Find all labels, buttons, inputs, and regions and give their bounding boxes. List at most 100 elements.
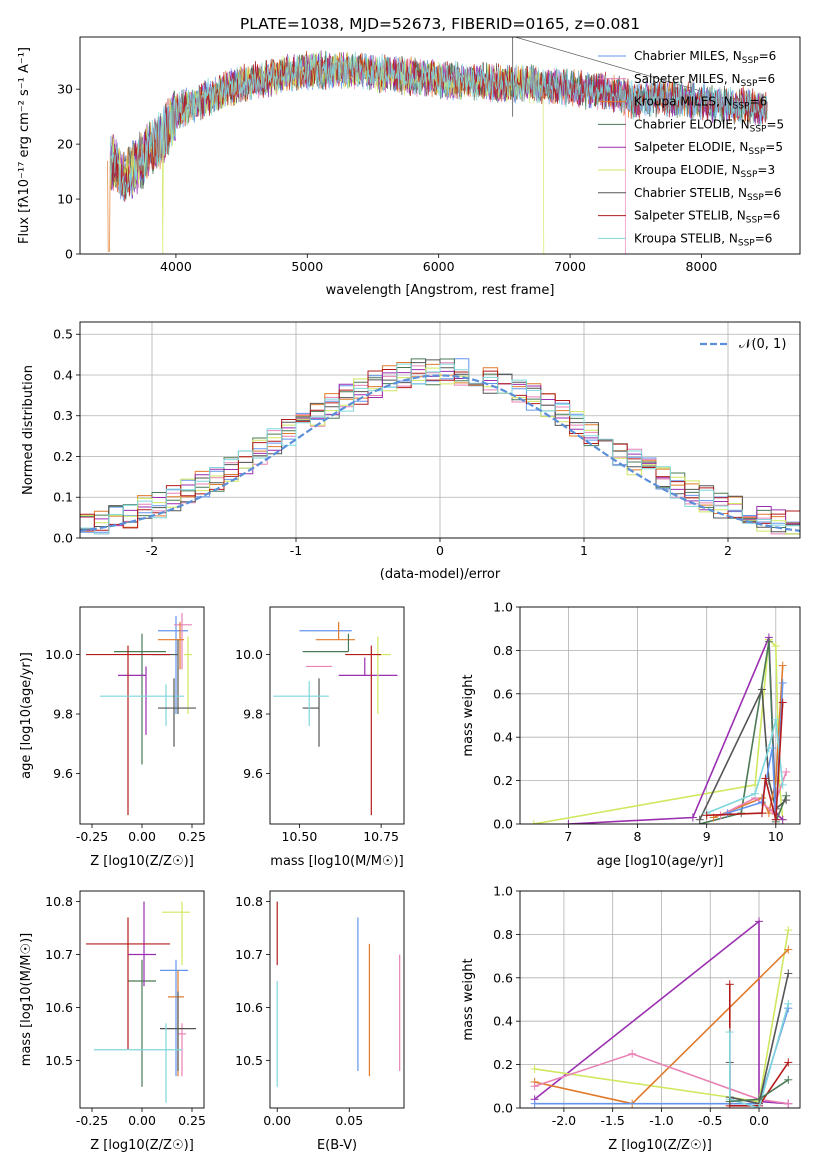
mass-vs-z-plot-xtick-label: -0.25 xyxy=(76,1113,108,1128)
spectrum-plot-ytick-label: 0 xyxy=(65,247,73,262)
age-vs-z-plot-point-7 xyxy=(86,645,170,816)
mass-vs-z-plot-point-8 xyxy=(94,1023,182,1103)
residual-plot-xtick-label: 1 xyxy=(580,543,588,558)
mass-vs-z-plot-xtick-label: 0.25 xyxy=(178,1113,206,1128)
age-vs-mass-plot-ytick-label: 10.0 xyxy=(235,647,263,662)
mass-vs-ebv-plot-ytick-label: 10.5 xyxy=(235,1053,263,1068)
weight-vs-age-plot-xlabel: age [log10(age/yr)] xyxy=(597,854,724,869)
spectrum-plot-ylabel: Flux [fλ10⁻¹⁷ erg cm⁻² s⁻¹ A⁻¹] xyxy=(17,47,32,244)
age-vs-mass-plot-point-8 xyxy=(273,681,329,726)
legend-label-6: Chabrier STELIB, NSSP=6 xyxy=(634,186,782,203)
age-vs-z-plot-point-8 xyxy=(100,684,184,726)
residual-plot-ytick-label: 0.1 xyxy=(53,490,73,505)
weight-vs-z-plot-lines xyxy=(530,917,793,1108)
residual-plot-hist xyxy=(80,358,800,538)
age-vs-mass-plot-point-7 xyxy=(345,645,382,816)
residual-plot-xtick-label: 2 xyxy=(724,543,732,558)
weight-vs-z-plot-xtick-label: -1.5 xyxy=(600,1113,624,1128)
weight-vs-z-plot-xlabel: Z [log10(Z/Z☉)] xyxy=(608,1138,712,1153)
mass-vs-z-plot-ytick-label: 10.6 xyxy=(45,1000,73,1015)
weight-vs-z-plot-xtick-label: -1.0 xyxy=(649,1113,673,1128)
age-vs-mass-plot-xtick-label: 10.50 xyxy=(282,829,318,844)
mass-vs-ebv-plot-frame xyxy=(269,890,405,1109)
age-vs-z-plot-point-3 xyxy=(114,633,166,765)
mass-vs-z-plot-ytick-label: 10.8 xyxy=(45,894,73,909)
spectrum-plot-ytick-label: 30 xyxy=(57,82,73,97)
mass-vs-z-plot-point-0 xyxy=(160,959,188,1077)
age-vs-mass-plot-xtick-label: 10.75 xyxy=(363,829,399,844)
age-vs-mass-plot-point-3 xyxy=(302,633,350,653)
spectrum-plot-xlabel: wavelength [Angstrom, rest frame] xyxy=(326,283,555,298)
age-vs-mass-plot-point-4 xyxy=(338,657,398,676)
weight-vs-age-plot-ytick-label: 0.4 xyxy=(493,730,513,745)
residual-legend-label: 𝒩(0, 1) xyxy=(739,337,786,352)
residual-plot-ylabel: Normed distribution xyxy=(21,365,36,495)
residual-plot-frame xyxy=(79,321,801,539)
legend-label-8: Kroupa STELIB, NSSP=6 xyxy=(634,231,772,248)
weight-vs-age-plot-ytick-label: 0.6 xyxy=(493,686,513,701)
age-vs-z-plot-point-1 xyxy=(174,612,192,670)
age-vs-z-plot-point-4 xyxy=(118,666,147,735)
legend-label-0: Chabrier MILES, NSSP=6 xyxy=(634,49,776,66)
weight-vs-age-plot-ytick-label: 1.0 xyxy=(493,600,513,615)
weight-vs-age-plot-frame xyxy=(519,606,801,825)
spectrum-plot-xtick-label: 8000 xyxy=(686,259,718,274)
age-vs-z-plot-point-2 xyxy=(158,621,184,670)
mass-vs-z-plot-point-5 xyxy=(162,901,190,966)
residual-plot-xtick-label: -2 xyxy=(146,543,158,558)
mass-vs-ebv-plot-xtick-label: 0.00 xyxy=(263,1113,291,1128)
mass-vs-z-plot-point-7 xyxy=(86,917,170,1050)
weight-vs-z-plot-ytick-label: 0.0 xyxy=(493,1101,513,1116)
spectrum-kroupa-stelib-line xyxy=(109,51,768,197)
age-vs-z-plot-point-5 xyxy=(184,636,192,715)
weight-vs-age-plot-xtick-label: 10 xyxy=(768,829,784,844)
mass-vs-ebv-plot-ytick-label: 10.8 xyxy=(235,894,263,909)
spectrum-plot-xtick-label: 5000 xyxy=(291,259,323,274)
weight-vs-z-plot-frame xyxy=(519,890,801,1109)
age-vs-z-plot-ytick-label: 9.6 xyxy=(53,766,73,781)
residual-plot-xtick-label: -1 xyxy=(290,543,302,558)
weight-vs-z-plot-ytick-label: 0.2 xyxy=(493,1057,513,1072)
age-vs-z-plot-ytick-label: 9.8 xyxy=(53,707,73,722)
spectrum-salpeter-stelib-line xyxy=(109,51,768,202)
normal-reference-curve xyxy=(80,374,800,532)
age-vs-z-plot-xlabel: Z [log10(Z/Z☉)] xyxy=(90,854,194,869)
age-vs-z-plot-xtick-label: 0.25 xyxy=(178,829,206,844)
weight-vs-z-plot-series-0 xyxy=(534,919,789,1105)
residual-plot-ytick-label: 0.3 xyxy=(53,408,73,423)
weight-vs-z-plot-xtick-label: -0.5 xyxy=(698,1113,722,1128)
spectrum-plot-frame xyxy=(79,36,801,255)
mass-vs-z-plot-xlabel: Z [log10(Z/Z☉)] xyxy=(90,1138,194,1153)
age-vs-mass-plot-ytick-label: 9.8 xyxy=(243,707,263,722)
age-vs-z-plot-ylabel: age [log10(age/yr)] xyxy=(19,652,34,779)
mass-vs-ebv-plot-ytick-label: 10.7 xyxy=(235,947,263,962)
mass-vs-z-plot-point-3 xyxy=(128,959,156,1087)
mass-vs-z-plot-ytick-label: 10.7 xyxy=(45,947,73,962)
legend-label-7: Salpeter STELIB, NSSP=6 xyxy=(634,209,780,226)
mass-vs-ebv-plot-ytick-label: 10.6 xyxy=(235,1000,263,1015)
residual-plot-xtick-label: 0 xyxy=(436,543,444,558)
weight-vs-z-plot-series-3 xyxy=(534,1052,789,1105)
age-vs-z-plot-xtick-label: -0.25 xyxy=(76,829,108,844)
mass-vs-ebv-plot-xlabel: E(B-V) xyxy=(317,1138,357,1153)
mass-vs-z-plot-frame xyxy=(79,890,205,1109)
residual-plot-xlabel: (data-model)/error xyxy=(380,567,501,582)
age-vs-mass-plot-xlabel: mass [log10(M/M☉)] xyxy=(270,854,403,869)
weight-vs-z-plot-ytick-label: 0.8 xyxy=(493,927,513,942)
weight-vs-age-plot-ytick-label: 0.2 xyxy=(493,773,513,788)
weight-vs-z-plot-ytick-label: 0.6 xyxy=(493,970,513,985)
spectrum-plot-xtick-label: 6000 xyxy=(423,259,455,274)
legend-label-5: Kroupa ELODIE, NSSP=3 xyxy=(634,163,775,180)
weight-vs-z-plot-xtick-label: 0.0 xyxy=(749,1113,769,1128)
spectrum-plot-xtick-label: 4000 xyxy=(160,259,192,274)
weight-vs-age-plot-ytick-label: 0.8 xyxy=(493,643,513,658)
age-vs-z-plot-frame xyxy=(79,606,205,825)
age-vs-z-plot-point-0 xyxy=(158,615,188,715)
spectrum-plot-lines xyxy=(107,37,768,254)
legend-label-3: Chabrier ELODIE, NSSP=5 xyxy=(634,117,784,134)
weight-vs-z-plot-ylabel: mass weight xyxy=(461,958,476,1040)
mass-vs-ebv-plot-xtick-label: 0.05 xyxy=(335,1113,363,1128)
legend-label-4: Salpeter ELODIE, NSSP=5 xyxy=(634,140,783,157)
weight-vs-age-plot-ytick-label: 0.0 xyxy=(493,817,513,832)
age-vs-z-plot-point-9 xyxy=(158,678,196,747)
